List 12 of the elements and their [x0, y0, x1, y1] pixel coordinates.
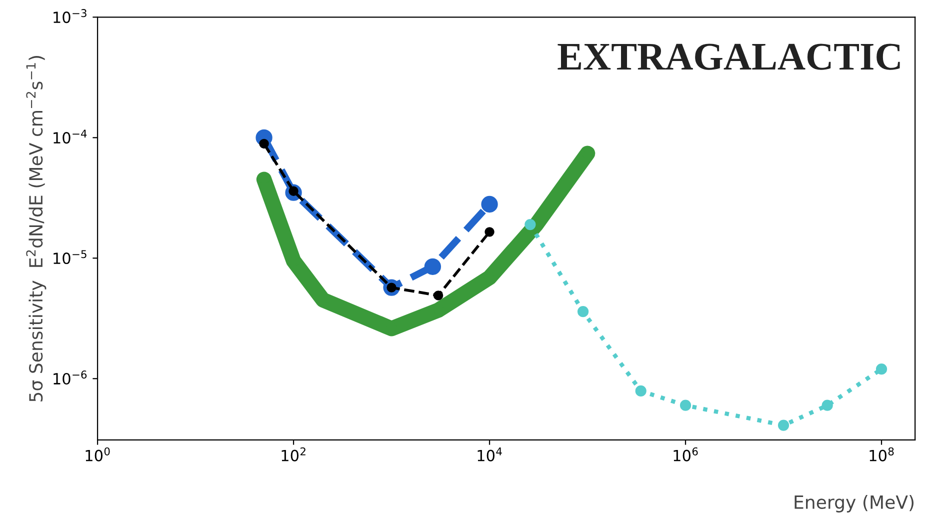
y-tick-label: 10$^{−3}$: [54, 9, 86, 24]
x-axis-title: Energy (MeV): [794, 495, 914, 512]
x-tick-label: 10$^{6}$: [674, 447, 698, 462]
x-tick-label: 10$^{8}$: [870, 447, 894, 462]
y-tick-label: 10$^{−5}$: [54, 250, 86, 264]
x-tick-label: 10$^{2}$: [282, 447, 306, 462]
y-tick-label: 10$^{−4}$: [54, 130, 87, 144]
x-tick-label: 10$^{4}$: [478, 448, 502, 462]
x-tick-label: 10$^{0}$: [86, 447, 110, 462]
annotation: EXTRAGALACTIC: [558, 44, 900, 70]
y-tick-label: 10$^{−6}$: [54, 370, 87, 385]
y-axis-title: 5σ Sensitivity E$^{2}$dN/dE (MeV cm$^{−2}$s$^{−1}$): [26, 56, 46, 402]
